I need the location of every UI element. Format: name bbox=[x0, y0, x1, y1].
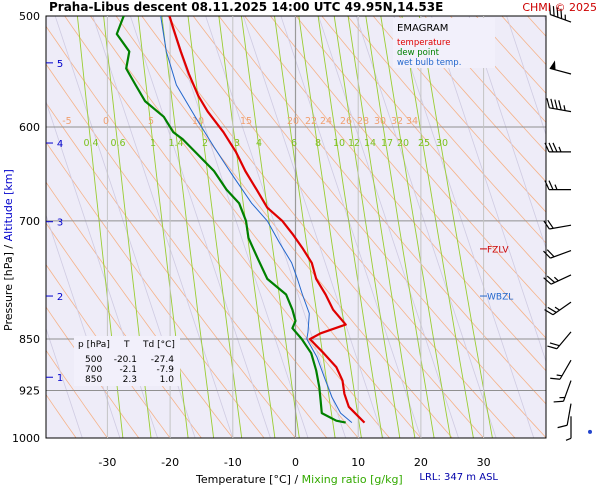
wbzl-label: WBZL bbox=[487, 293, 513, 303]
mixing-ratio-label: 1.4 bbox=[168, 138, 183, 149]
pressure-tick-label: 1000 bbox=[12, 432, 40, 445]
data-table: p [hPa] T Td [°C] 500 -20.1 -27.4 700 -2… bbox=[74, 336, 180, 386]
dry-adiabat-label: 15 bbox=[240, 116, 252, 127]
dry-adiabat-label: 30 bbox=[374, 116, 386, 127]
altitude-tick-label: 5 bbox=[57, 59, 63, 70]
dry-adiabat-label: 26 bbox=[340, 116, 352, 127]
mixing-ratio-axis-label: Mixing ratio [g/kg] bbox=[302, 473, 403, 486]
copyright-text: CHMI © 2025 bbox=[522, 1, 597, 14]
dry-adiabat-label: -5 bbox=[62, 116, 71, 127]
lrl-label: LRL: 347 m ASL bbox=[419, 472, 498, 483]
altitude-tick-label: 4 bbox=[57, 139, 63, 150]
y-axis-label: Pressure [hPa] / Altitude [km] bbox=[2, 169, 15, 331]
dry-adiabat-label: 22 bbox=[305, 116, 317, 127]
mixing-ratio-label: 30 bbox=[436, 138, 448, 149]
pressure-tick-label: 850 bbox=[19, 333, 40, 346]
temperature-tick-label: -20 bbox=[161, 456, 179, 469]
temperature-tick-label: -10 bbox=[224, 456, 242, 469]
svg-text:Pressure [hPa] / A: Pressure [hPa] / Altitude [km] bbox=[2, 169, 15, 331]
mixing-ratio-label: 4 bbox=[256, 138, 262, 149]
mixing-ratio-label: 10 bbox=[333, 138, 345, 149]
legend-dew-point: dew point bbox=[397, 48, 440, 58]
table-header-td: Td [°C] bbox=[142, 340, 175, 350]
chart-title: Praha-Libus descent 08.11.2025 14:00 UTC… bbox=[49, 0, 443, 14]
altitude-tick-label: 3 bbox=[57, 218, 63, 229]
pressure-tick-label: 500 bbox=[19, 10, 40, 23]
table-header-t: T bbox=[123, 340, 130, 350]
dry-adiabat-label: 0 bbox=[103, 116, 109, 127]
pressure-tick-label: 600 bbox=[19, 121, 40, 134]
table-cell: -27.4 bbox=[151, 355, 175, 365]
temperature-tick-label: -30 bbox=[98, 456, 116, 469]
table-cell: 500 bbox=[85, 355, 102, 365]
altitude-tick-label: 2 bbox=[57, 292, 63, 303]
x-axis-label-separator: / bbox=[294, 473, 298, 486]
table-cell: -2.1 bbox=[119, 365, 137, 375]
mixing-ratio-label: 14 bbox=[364, 138, 376, 149]
temperature-tick-label: 30 bbox=[477, 456, 491, 469]
temperature-tick-label: 0 bbox=[292, 456, 299, 469]
legend-temperature: temperature bbox=[397, 38, 450, 48]
dry-adiabat-label: 5 bbox=[148, 116, 154, 127]
dry-adiabat-label: 28 bbox=[357, 116, 369, 127]
temperature-tick-label: 10 bbox=[351, 456, 365, 469]
mixing-ratio-label: 6 bbox=[291, 138, 297, 149]
temperature-tick-label: 20 bbox=[414, 456, 428, 469]
dry-adiabat-label: 34 bbox=[406, 116, 418, 127]
mixing-ratio-label: 17 bbox=[381, 138, 393, 149]
fzlv-label: FZLV bbox=[487, 245, 509, 255]
dry-adiabat-label: 20 bbox=[287, 116, 299, 127]
pressure-tick-label: 925 bbox=[19, 385, 40, 398]
table-cell: 850 bbox=[85, 375, 102, 385]
table-cell: 1.0 bbox=[160, 375, 175, 385]
dry-adiabat-label: 24 bbox=[320, 116, 332, 127]
table-cell: -20.1 bbox=[114, 355, 137, 365]
wind-panel bbox=[546, 16, 600, 438]
temperature-axis-label: Temperature [°C] bbox=[195, 473, 291, 486]
mixing-ratio-label: 2 bbox=[202, 138, 208, 149]
legend: EMAGRAM temperature dew point wet bulb t… bbox=[393, 18, 495, 68]
altitude-tick-label: 1 bbox=[57, 373, 63, 384]
mixing-ratio-label: 0.4 bbox=[83, 138, 98, 149]
x-axis-label: Temperature [°C] / Mixing ratio [g/kg] bbox=[195, 473, 403, 486]
pressure-axis-label: Pressure [hPa] bbox=[2, 252, 15, 331]
mixing-ratio-label: 8 bbox=[315, 138, 321, 149]
table-cell: -7.9 bbox=[156, 365, 174, 375]
mixing-ratio-label: 3 bbox=[234, 138, 240, 149]
mixing-ratio-label: 0.6 bbox=[110, 138, 125, 149]
mixing-ratio-label: 12 bbox=[348, 138, 360, 149]
table-cell: 2.3 bbox=[123, 375, 137, 385]
legend-title: EMAGRAM bbox=[397, 23, 448, 34]
mixing-ratio-label: 20 bbox=[397, 138, 409, 149]
altitude-axis-label: Altitude [km] bbox=[2, 169, 15, 241]
mixing-ratio-label: 1 bbox=[150, 138, 156, 149]
axis-label-separator: / bbox=[2, 245, 15, 249]
mixing-ratio-label: 25 bbox=[418, 138, 430, 149]
table-header-p: p [hPa] bbox=[78, 340, 110, 350]
table-cell: 700 bbox=[85, 365, 102, 375]
calm-marker bbox=[588, 430, 592, 434]
legend-wet-bulb: wet bulb temp. bbox=[397, 58, 461, 68]
dry-adiabat-label: 32 bbox=[391, 116, 403, 127]
pressure-tick-label: 700 bbox=[19, 215, 40, 228]
